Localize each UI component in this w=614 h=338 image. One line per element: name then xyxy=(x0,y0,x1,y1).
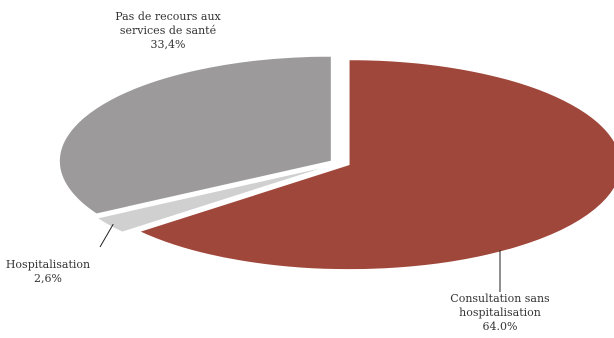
leader-lines xyxy=(99,223,501,292)
slice-value-no-recourse: 33,4% xyxy=(151,38,186,51)
slice-label-consultation-line1: Consultation sans xyxy=(450,292,550,305)
slice-no-recourse xyxy=(58,55,332,215)
slice-label-hospitalisation: Hospitalisation xyxy=(6,258,90,271)
slice-label-no-recourse-line1: Pas de recours aux xyxy=(115,10,221,23)
pie-slices xyxy=(58,55,614,271)
leader-line-hospitalisation xyxy=(99,223,114,248)
slice-value-hospitalisation: 2,6% xyxy=(34,272,62,285)
slice-label-no-recourse-line2: services de santé xyxy=(120,24,216,37)
slice-value-consultation: 64.0% xyxy=(483,320,518,333)
slice-hospitalisation xyxy=(95,164,332,233)
slice-consultation xyxy=(138,59,614,271)
slice-label-consultation-line2: hospitalisation xyxy=(459,306,541,319)
